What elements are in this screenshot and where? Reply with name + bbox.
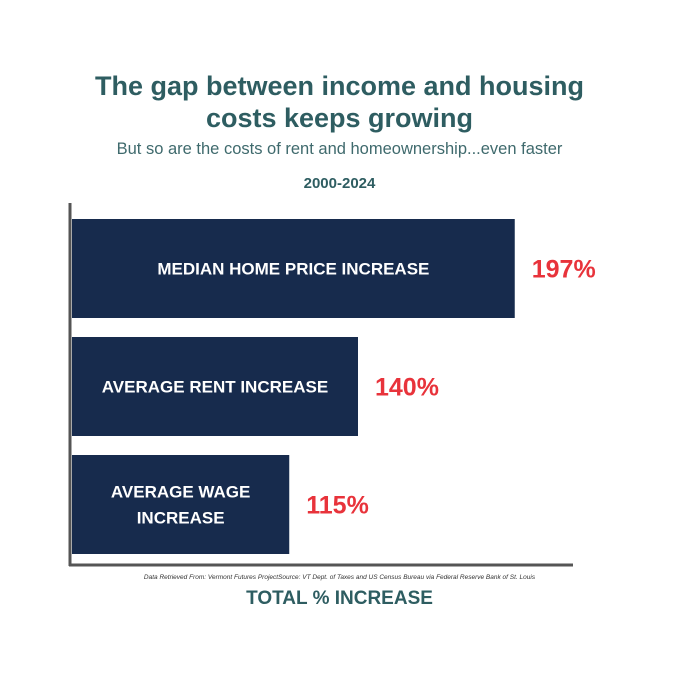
chart-title: The gap between income and housing costs… [94,71,585,133]
category-label: AVERAGE RENT INCREASE [102,378,328,397]
value-label: 115% [306,492,369,520]
chart-subtitle: But so are the costs of rent and homeown… [116,140,563,158]
source-note: Data Retrieved From: Vermont Futures Pro… [143,574,536,581]
bar [72,219,515,318]
value-label: 140% [375,374,439,402]
bar [72,337,358,436]
bar [72,455,290,554]
category-label: MEDIAN HOME PRICE INCREASE [157,260,429,279]
x-axis-label: TOTAL % INCREASE [246,588,433,609]
category-label: AVERAGE WAGE INCREASE [111,483,250,528]
value-label: 197% [532,256,596,284]
chart-period: 2000-2024 [303,175,376,192]
